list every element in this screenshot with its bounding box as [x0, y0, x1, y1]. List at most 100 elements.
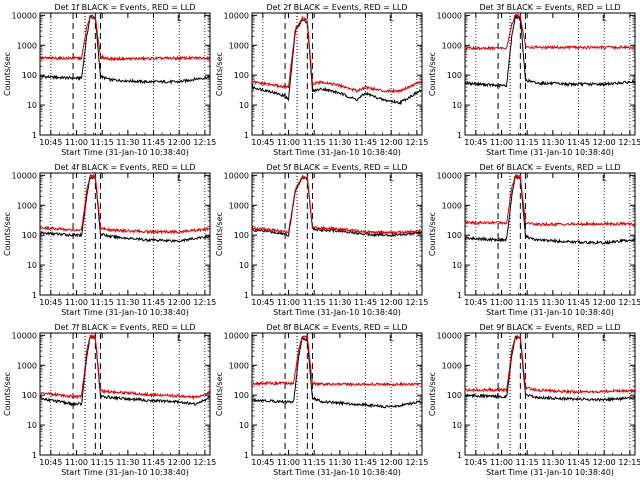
- x-tick-label: 11:15: [303, 458, 326, 467]
- y-tick-label: 1: [32, 291, 37, 300]
- chart-title: Det 8f BLACK = Events, RED = LLD: [266, 323, 407, 332]
- y-tick-label: 10: [27, 421, 37, 430]
- x-tick-label: 10:45: [39, 298, 62, 307]
- x-tick-label: 11:15: [303, 138, 326, 147]
- x-tick-label: 10:45: [251, 138, 274, 147]
- x-tick-label: 10:45: [464, 298, 487, 307]
- y-tick-label: 10: [452, 421, 462, 430]
- y-tick-label: 1: [32, 451, 37, 460]
- events-series-line: [464, 335, 635, 403]
- events-series-line: [251, 336, 422, 409]
- x-axis-label: Start Time (31-Jan-10 10:38:40): [273, 308, 401, 317]
- y-tick-label: 100: [234, 71, 249, 80]
- chart-panel-6: Det 6f BLACK = Events, RED = LLD 1 10 100 10…: [428, 163, 640, 317]
- y-tick-label: 10000: [437, 11, 462, 20]
- x-tick-label: 12:00: [168, 298, 191, 307]
- x-tick-label: 11:30: [328, 298, 351, 307]
- attenuator-marker: L: [602, 174, 607, 183]
- chart-title: Det 6f BLACK = Events, RED = LLD: [479, 163, 620, 172]
- chart-panel-4: Det 4f BLACK = Events, RED = LLD 1 10 100 10…: [3, 163, 216, 317]
- chart-panel-2: Det 2f BLACK = Events, RED = LLD 1 10 100 10…: [215, 3, 428, 157]
- y-tick-label: 1000: [17, 201, 37, 210]
- y-tick-label: 10: [239, 421, 249, 430]
- events-series-line: [39, 335, 210, 407]
- y-tick-label: 1: [457, 291, 462, 300]
- chart-panel-8: Det 8f BLACK = Events, RED = LLD 1 10 100 10…: [215, 323, 428, 477]
- x-tick-label: 10:45: [464, 138, 487, 147]
- x-tick-label: 11:45: [567, 458, 590, 467]
- attenuator-marker: L: [389, 174, 394, 183]
- x-tick-label: 12:15: [405, 138, 428, 147]
- x-tick-label: 11:00: [277, 298, 300, 307]
- y-tick-label: 1: [457, 451, 462, 460]
- x-tick-label: 12:00: [593, 138, 616, 147]
- x-tick-label: 11:00: [277, 138, 300, 147]
- y-tick-label: 1000: [229, 361, 249, 370]
- plot-frame: [39, 332, 211, 456]
- x-tick-label: 12:15: [405, 458, 428, 467]
- plot-frame: [39, 12, 211, 136]
- x-tick-label: 10:45: [251, 298, 274, 307]
- y-tick-label: 10: [452, 261, 462, 270]
- lld-series-line: [40, 173, 210, 235]
- x-tick-label: 12:15: [405, 298, 428, 307]
- events-series-line: [251, 175, 422, 238]
- y-tick-label: 1000: [229, 201, 249, 210]
- x-tick-label: 11:45: [354, 458, 377, 467]
- chart-title: Det 3f BLACK = Events, RED = LLD: [479, 3, 620, 12]
- x-tick-label: 11:45: [354, 298, 377, 307]
- chart-panel-3: Det 3f BLACK = Events, RED = LLD 1 10 100 10…: [428, 3, 640, 157]
- x-tick-label: 11:15: [516, 138, 539, 147]
- y-tick-label: 100: [22, 71, 37, 80]
- attenuator-marker: L: [389, 14, 394, 23]
- x-tick-label: 11:30: [328, 458, 351, 467]
- y-axis-label: Counts/sec: [215, 52, 224, 96]
- y-tick-label: 100: [447, 231, 462, 240]
- x-tick-label: 11:45: [142, 138, 165, 147]
- x-axis-label: Start Time (31-Jan-10 10:38:40): [61, 468, 189, 477]
- x-tick-label: 10:45: [251, 458, 274, 467]
- x-tick-label: 11:30: [541, 298, 564, 307]
- plot-frame: [464, 12, 636, 136]
- y-tick-label: 1: [244, 451, 249, 460]
- plot-frame: [251, 12, 423, 136]
- x-tick-label: 11:00: [65, 298, 88, 307]
- plot-frame: [39, 172, 211, 296]
- x-tick-label: 11:15: [91, 138, 114, 147]
- y-tick-label: 1000: [442, 201, 462, 210]
- x-axis-label: Start Time (31-Jan-10 10:38:40): [486, 308, 614, 317]
- x-tick-label: 11:00: [490, 298, 513, 307]
- lld-series-line: [251, 334, 422, 387]
- y-tick-label: 1: [32, 131, 37, 140]
- x-tick-label: 11:30: [541, 458, 564, 467]
- y-tick-label: 1000: [442, 361, 462, 370]
- attenuator-marker: L: [177, 174, 182, 183]
- y-axis-label: Counts/sec: [428, 52, 437, 96]
- x-tick-label: 12:15: [618, 458, 640, 467]
- y-axis-label: Counts/sec: [428, 212, 437, 256]
- y-axis-label: Counts/sec: [3, 52, 12, 96]
- plot-frame: [464, 332, 636, 456]
- y-tick-label: 10: [239, 261, 249, 270]
- x-tick-label: 10:45: [39, 138, 62, 147]
- y-tick-label: 100: [22, 231, 37, 240]
- chart-title: Det 4f BLACK = Events, RED = LLD: [54, 163, 195, 172]
- plot-frame: [251, 332, 423, 456]
- x-tick-label: 11:15: [516, 298, 539, 307]
- y-tick-label: 1000: [17, 361, 37, 370]
- attenuator-marker: L: [177, 14, 182, 23]
- chart-panel-7: Det 7f BLACK = Events, RED = LLD 1 10 100 10…: [3, 323, 216, 477]
- lld-series-line: [39, 14, 210, 62]
- x-tick-label: 11:00: [65, 138, 88, 147]
- x-tick-label: 12:00: [593, 298, 616, 307]
- x-axis-label: Start Time (31-Jan-10 10:38:40): [273, 148, 401, 157]
- y-axis-label: Counts/sec: [428, 372, 437, 416]
- y-tick-label: 1: [244, 291, 249, 300]
- chart-title: Det 5f BLACK = Events, RED = LLD: [266, 163, 407, 172]
- plot-frame: [464, 172, 636, 296]
- x-tick-label: 11:30: [541, 138, 564, 147]
- x-tick-label: 12:00: [380, 458, 403, 467]
- x-tick-label: 11:30: [116, 458, 139, 467]
- y-tick-label: 10000: [12, 171, 37, 180]
